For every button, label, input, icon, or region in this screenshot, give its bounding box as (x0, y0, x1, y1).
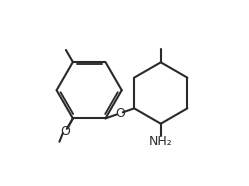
Text: O: O (61, 125, 70, 138)
Text: O: O (115, 107, 125, 120)
Text: NH₂: NH₂ (149, 135, 173, 148)
